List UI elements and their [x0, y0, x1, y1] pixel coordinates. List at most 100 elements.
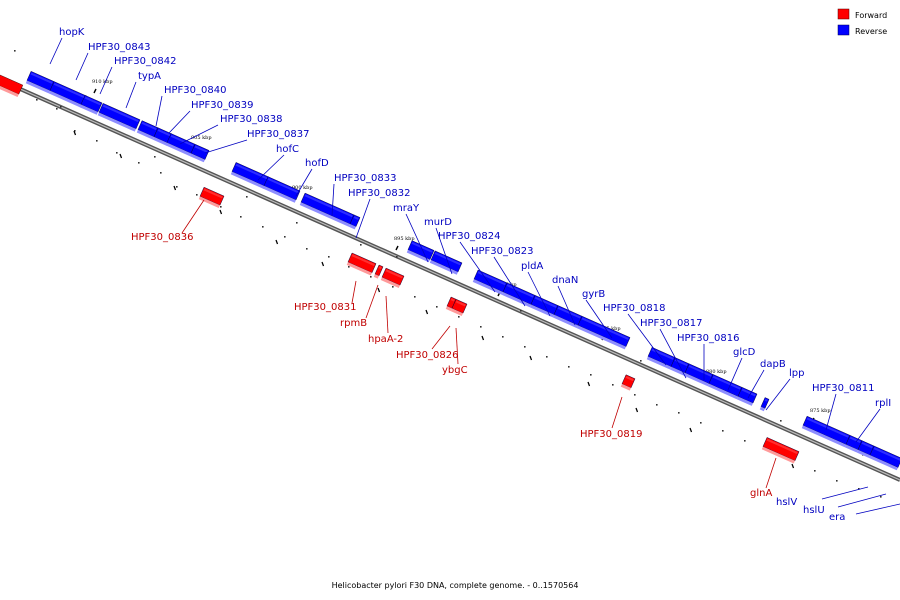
gene-feature-hpf30-0816 — [683, 363, 714, 387]
leader-line-hpf30-0832 — [355, 198, 371, 239]
guide-dot — [328, 256, 330, 258]
leader-line-glcd — [727, 357, 743, 391]
gene-label-hofd: hofD — [305, 158, 329, 169]
guide-dot — [360, 244, 362, 246]
guide-dot — [396, 256, 398, 258]
minor-tick-mark — [275, 239, 279, 245]
guide-dot — [458, 316, 460, 318]
gene-label-hpf30-0819: HPF30_0819 — [580, 429, 642, 440]
gene-feature-glcd — [707, 374, 743, 400]
gene-label-era: era — [829, 512, 845, 523]
guide-dot — [858, 488, 860, 490]
guide-dot — [780, 420, 782, 422]
leader-line-hopk — [49, 37, 63, 65]
guide-dot — [502, 336, 504, 338]
leader-line-hofc — [257, 154, 285, 181]
gene-feature-hpaa-2 — [380, 267, 405, 288]
genome-caption: Helicobacter pylori F30 DNA, complete ge… — [332, 581, 579, 590]
gene-label-hpf30-0833: HPF30_0833 — [334, 173, 396, 184]
guide-dot — [880, 496, 882, 498]
guide-dot — [74, 130, 76, 132]
guide-dot — [296, 222, 298, 224]
minor-tick-mark — [481, 335, 485, 341]
minor-tick-mark — [73, 130, 77, 136]
gene-feature-hpf30-0811 — [801, 415, 851, 448]
gene-feature-hslu — [868, 445, 900, 471]
gene-label-typa: typA — [138, 71, 161, 82]
minor-tick-mark — [635, 407, 639, 413]
gene-label-hopk: hopK — [59, 27, 85, 38]
kbp-tick-label: 880 kbp — [706, 369, 727, 375]
leader-line-hpf30-0840 — [155, 95, 163, 127]
minor-tick-mark — [529, 355, 533, 361]
guide-dot — [722, 430, 724, 432]
gene-feature-plda — [529, 295, 559, 318]
gene-label-hpf30-0817: HPF30_0817 — [640, 318, 702, 329]
gene-feature-hpf30-0840 — [136, 120, 159, 140]
leader-line-hpf30-0837 — [204, 139, 248, 154]
gene-feature-hpf30-0824 — [472, 269, 508, 295]
guide-dot — [640, 360, 642, 362]
leader-line-rpmb — [365, 284, 379, 319]
guide-dot — [220, 206, 222, 208]
kbp-tick-mark — [395, 245, 399, 251]
gene-label-hpf30-0816: HPF30_0816 — [677, 333, 739, 344]
guide-dot — [678, 412, 680, 414]
guide-dot — [836, 480, 838, 482]
gene-feature-rpli — [844, 435, 863, 453]
gene-label-glcd: glcD — [733, 347, 756, 358]
gene-label-hpf30-0826: HPF30_0826 — [396, 350, 458, 361]
kbp-tick-mark — [93, 88, 97, 94]
leader-line-hpf30-0831 — [351, 280, 357, 304]
gene-feature-hpf30-0826 — [445, 296, 457, 312]
leader-line-hpf30-0838 — [179, 124, 219, 145]
leader-line-hpf30-0842 — [99, 66, 113, 95]
gene-label-hslv: hslV — [776, 497, 797, 508]
gene-feature-hpf30-0817 — [669, 357, 690, 376]
guide-dot — [176, 186, 178, 188]
guide-dot — [116, 152, 118, 154]
gene-feature-hpf30-0831 — [346, 252, 377, 276]
leader-line-era — [855, 503, 900, 515]
gene-feature-hpf30-0839 — [152, 127, 173, 146]
guide-dot — [138, 162, 140, 164]
kbp-tick-label: 905 kbp — [191, 135, 212, 141]
gene-feature-mray — [406, 240, 435, 263]
gene-feature-hpf30-0842 — [79, 95, 103, 115]
gene-label-plda: pldA — [521, 261, 543, 272]
gene-label-glna: glnA — [750, 488, 772, 499]
guide-dot — [246, 196, 248, 198]
gene-feature-hpf30-0836 — [198, 186, 225, 208]
leader-line-hpf30-0817 — [659, 328, 687, 379]
leader-line-hpf30-0843 — [75, 52, 89, 81]
leader-line-glna — [765, 457, 777, 489]
minor-tick-mark — [173, 185, 177, 191]
gene-feature-rpmb — [373, 264, 384, 279]
kbp-tick-label: 875 kbp — [810, 408, 831, 414]
leader-line-hofd — [295, 168, 313, 197]
legend-reverse-swatch — [837, 24, 850, 36]
gene-label-hpf30-0839: HPF30_0839 — [191, 100, 253, 111]
minor-tick-mark — [587, 381, 591, 387]
guide-dot — [634, 394, 636, 396]
gene-feature-hpf30-0837 — [189, 143, 210, 163]
leader-line-hpf30-0819 — [611, 396, 623, 429]
gene-label-hpf30-0843: HPF30_0843 — [88, 42, 150, 53]
kbp-tick-label: 900 kbp — [292, 185, 313, 191]
gene-feature-gyrb — [576, 315, 631, 350]
gene-label-hofc: hofC — [276, 144, 299, 155]
gene-label-dapb: dapB — [760, 359, 786, 370]
gene-feature-dnan — [552, 305, 583, 329]
guide-dot — [96, 140, 98, 142]
leader-line-dapb — [747, 369, 765, 399]
leader-line-gyrb — [585, 299, 613, 339]
guide-dot — [436, 306, 438, 308]
gene-label-rpli: rplI — [875, 398, 891, 409]
gene-label-lpp: lpp — [789, 368, 804, 379]
gene-label-hpf30-0836: HPF30_0836 — [131, 232, 193, 243]
guide-dot — [700, 422, 702, 424]
kbp-tick-label: 895 kbp — [394, 236, 415, 242]
gene-label-hpf30-0832: HPF30_0832 — [348, 188, 410, 199]
leader-line-ybgc — [455, 327, 459, 365]
